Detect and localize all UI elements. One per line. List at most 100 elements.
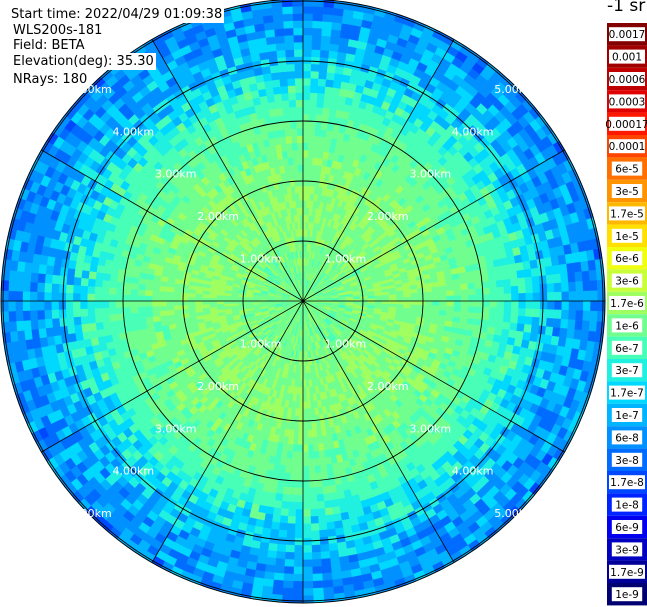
data-cell — [296, 135, 304, 144]
data-cell — [320, 471, 329, 481]
data-cell — [314, 465, 322, 474]
data-cell — [272, 129, 281, 139]
data-cell — [130, 312, 139, 320]
data-cell — [314, 121, 323, 130]
data-cell — [297, 437, 304, 446]
data-cell — [320, 121, 329, 131]
data-cell — [202, 300, 210, 305]
data-cell — [299, 207, 304, 216]
data-cell — [403, 293, 412, 298]
data-cell — [283, 114, 291, 123]
data-cell — [329, 491, 339, 501]
data-cell — [130, 306, 139, 314]
data-cell — [486, 267, 496, 276]
data-cell — [431, 286, 440, 293]
data-cell — [108, 307, 117, 315]
data-cell — [446, 305, 455, 312]
data-cell — [290, 128, 298, 137]
data-cell — [293, 164, 299, 173]
data-cell — [286, 150, 294, 159]
data-cell — [468, 300, 476, 308]
data-cell — [173, 291, 182, 297]
data-cell — [488, 280, 497, 289]
data-cell — [293, 422, 299, 431]
data-cell — [403, 296, 412, 302]
data-cell — [410, 300, 419, 306]
data-cell — [424, 291, 433, 297]
data-cell — [305, 379, 310, 388]
data-cell — [309, 487, 317, 496]
data-cell — [137, 300, 146, 308]
data-cell — [495, 272, 504, 281]
data-cell — [108, 300, 117, 309]
data-cell — [309, 400, 315, 409]
data-cell — [102, 321, 111, 330]
data-cell — [308, 128, 316, 137]
data-cell — [306, 178, 312, 187]
data-cell — [322, 107, 331, 117]
data-cell — [296, 113, 304, 122]
data-cell — [459, 277, 468, 285]
data-cell — [302, 185, 308, 194]
data-cell — [123, 281, 132, 290]
data-cell — [294, 185, 300, 194]
data-cell — [312, 443, 320, 452]
data-cell — [311, 422, 317, 431]
data-cell — [291, 135, 298, 144]
data-cell — [489, 300, 498, 309]
data-cell — [115, 300, 124, 308]
data-cell — [293, 429, 299, 438]
data-cell — [281, 493, 290, 503]
data-cell — [292, 444, 299, 453]
data-cell — [209, 300, 218, 305]
data-cell — [460, 306, 469, 313]
data-cells — [1, 0, 605, 603]
data-cell — [295, 200, 300, 209]
data-cell — [209, 297, 218, 302]
data-cell — [319, 457, 327, 466]
data-cell — [275, 107, 284, 117]
data-cell — [294, 408, 300, 417]
data-cell — [438, 280, 447, 287]
data-cell — [302, 473, 310, 482]
data-cell — [109, 280, 118, 289]
data-cell — [144, 306, 153, 313]
data-cell — [313, 458, 321, 467]
data-cell — [305, 365, 309, 374]
data-cell — [305, 386, 310, 395]
data-cell — [496, 286, 505, 295]
data-cell — [296, 458, 304, 467]
data-cell — [322, 485, 331, 495]
data-cell — [410, 304, 419, 310]
data-cell — [187, 296, 196, 302]
data-cell — [109, 320, 119, 329]
data-cell — [403, 300, 412, 306]
data-cell — [202, 297, 210, 302]
data-cell — [315, 107, 324, 116]
data-cell — [137, 294, 146, 302]
data-cell — [277, 121, 286, 131]
data-cell — [296, 214, 301, 223]
data-cell — [306, 185, 312, 194]
data-cell — [481, 313, 490, 321]
data-cell — [452, 311, 462, 318]
data-cell — [173, 296, 181, 302]
data-cell — [446, 300, 455, 307]
data-cell — [278, 129, 286, 138]
data-cell — [108, 287, 117, 295]
data-cell — [302, 128, 310, 136]
data-cell — [482, 300, 491, 308]
data-cell — [275, 485, 284, 495]
data-cell — [173, 309, 182, 315]
data-cell — [299, 379, 304, 388]
data-cell — [101, 293, 110, 302]
data-cell — [302, 120, 310, 129]
data-cell — [180, 296, 189, 302]
data-cell — [302, 372, 307, 381]
data-cell — [410, 288, 419, 294]
data-cell — [311, 429, 318, 438]
data-cell — [131, 318, 140, 326]
data-cell — [173, 300, 181, 306]
data-cell — [282, 486, 291, 495]
data-cell — [309, 494, 318, 503]
